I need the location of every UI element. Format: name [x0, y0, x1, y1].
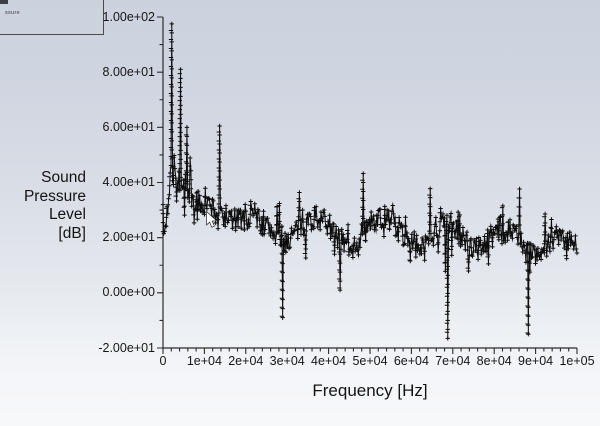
- legend-series-label: ssure: [5, 10, 20, 16]
- x-tick-label: 0: [159, 354, 167, 368]
- mouse-cursor-icon: [206, 211, 218, 228]
- x-tick-label: 1e+05: [559, 354, 595, 368]
- y-tick-label: 2.00e+01: [102, 230, 155, 245]
- clipped-ui-fragment: [0, 0, 8, 4]
- x-tick-label: 1e+04: [186, 354, 222, 368]
- x-tick-label: 8e+04: [476, 354, 512, 368]
- y-tick-label: 6.00e+01: [102, 119, 155, 134]
- y-tick-label: -2.00e+01: [98, 340, 155, 355]
- y-axis-title-line: Pressure: [23, 187, 86, 205]
- x-tick-label: 3e+04: [269, 354, 305, 368]
- y-tick-label: 0.00e+00: [102, 285, 155, 300]
- y-axis-title-line: Sound: [41, 169, 86, 186]
- x-tick-label: 2e+04: [228, 354, 264, 368]
- y-axis-title-line: Level: [48, 206, 86, 223]
- x-tick-label: 7e+04: [435, 354, 471, 368]
- x-tick-label: 5e+04: [352, 354, 388, 368]
- x-tick-label: 6e+04: [393, 354, 429, 368]
- y-tick-label: 1.00e+02: [102, 9, 155, 24]
- x-tick-label: 4e+04: [311, 354, 347, 368]
- y-tick-label: 8.00e+01: [102, 64, 155, 79]
- x-axis-title: Frequency [Hz]: [312, 381, 428, 400]
- x-tick-label: 9e+04: [518, 354, 554, 368]
- y-axis-title: Sound Pressure Level [dB]: [0, 169, 86, 243]
- legend-box: ssure: [0, 0, 104, 35]
- y-axis-title-line: [dB]: [58, 224, 86, 242]
- y-tick-label: 4.00e+01: [102, 175, 155, 189]
